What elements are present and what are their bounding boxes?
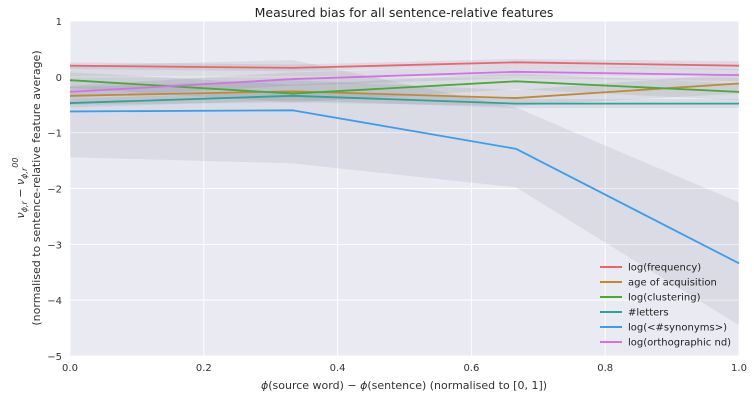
y-tick-labels: 1 0 −1 −2 −3 −4 −5 — [47, 17, 62, 363]
y-axis-label-secondary: (normalised to sentence-relative feature… — [30, 50, 43, 325]
x-tick-labels: 0.0 0.2 0.4 0.6 0.8 1.0 — [62, 363, 747, 374]
x-tick-label: 0.2 — [196, 363, 212, 374]
x-tick-label: 0.4 — [330, 363, 346, 374]
series-line — [69, 94, 739, 105]
x-tick-label: 0.0 — [62, 363, 78, 374]
series-line — [69, 61, 740, 69]
y-tick-label: −3 — [47, 240, 62, 251]
y-axis-label: νϕ,r − νϕ,r00 — [11, 158, 29, 219]
confidence-band — [70, 60, 739, 326]
legend-label: log(<#synonyms>) — [628, 323, 727, 334]
series-lines — [69, 61, 740, 265]
y-tick-label: 0 — [56, 73, 62, 84]
legend-label: #letters — [628, 308, 669, 319]
y-tick-label: −4 — [47, 296, 62, 307]
legend-label: age of acquisition — [628, 278, 717, 289]
legend-label: log(frequency) — [628, 263, 701, 274]
x-tick-label: 0.8 — [597, 363, 613, 374]
svg-text:νϕ,r − νϕ,r00: νϕ,r − νϕ,r00 — [11, 158, 29, 219]
series-line — [69, 82, 740, 99]
chart-title: Measured bias for all sentence-relative … — [255, 5, 554, 20]
legend-label: log(orthographic nd) — [628, 338, 731, 349]
legend: log(frequency) age of acquisition log(clus… — [600, 263, 731, 349]
series-line — [69, 109, 740, 265]
y-tick-label: −5 — [47, 352, 62, 363]
x-tick-label: 1.0 — [731, 363, 747, 374]
x-tick-label: 0.6 — [463, 363, 479, 374]
series-line — [69, 70, 740, 93]
confidence-band — [70, 65, 739, 99]
x-axis-label: ϕ(source word) − ϕ(sentence) (normalised… — [261, 379, 547, 392]
legend-label: log(clustering) — [628, 293, 701, 304]
y-tick-label: −1 — [47, 129, 62, 140]
series-line — [69, 79, 740, 95]
y-tick-label: −2 — [47, 185, 62, 196]
y-tick-label: 1 — [56, 17, 62, 28]
